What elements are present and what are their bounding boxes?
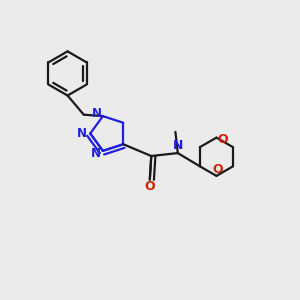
- Text: N: N: [172, 139, 183, 152]
- Text: N: N: [92, 107, 101, 120]
- Text: O: O: [218, 133, 228, 146]
- Text: N: N: [91, 147, 100, 160]
- Text: O: O: [213, 163, 223, 176]
- Text: O: O: [145, 179, 155, 193]
- Text: N: N: [77, 127, 87, 140]
